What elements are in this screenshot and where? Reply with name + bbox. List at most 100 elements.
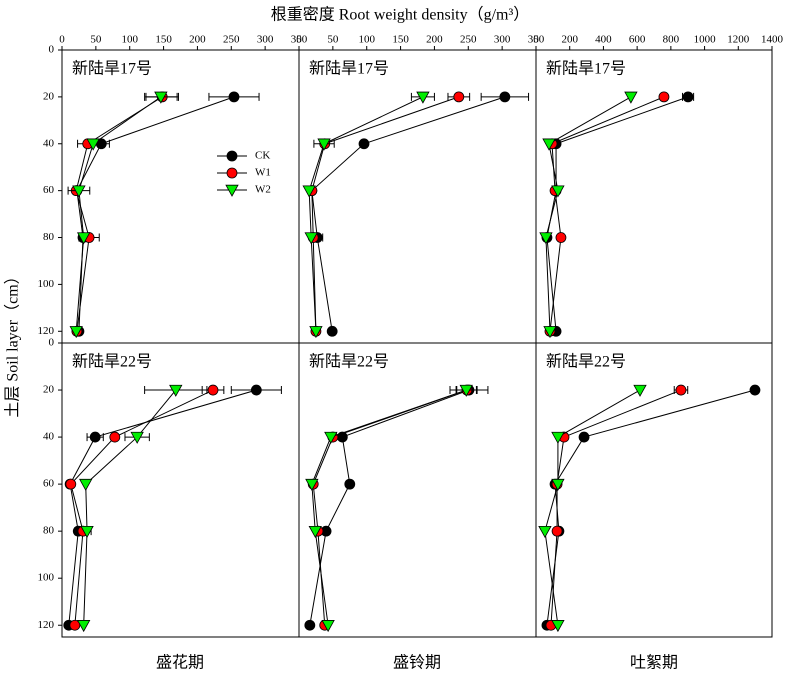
legend-marker xyxy=(225,184,239,197)
x-tick-label: 50 xyxy=(327,34,339,46)
marker xyxy=(416,91,430,104)
y-tick-label: 0 xyxy=(49,44,55,56)
panel-title: 新陆旱22号 xyxy=(546,353,626,371)
x-tick-label: 400 xyxy=(595,34,612,46)
y-tick-label: 100 xyxy=(38,278,55,290)
y-tick-label: 40 xyxy=(43,137,55,149)
marker xyxy=(308,525,322,538)
marker xyxy=(76,232,91,245)
x-tick-label: 250 xyxy=(460,34,477,46)
x-tick-label: 200 xyxy=(189,34,206,46)
marker xyxy=(749,384,761,396)
marker xyxy=(305,478,319,491)
series-line xyxy=(311,96,506,332)
panel-title: 新陆旱17号 xyxy=(546,60,626,78)
marker xyxy=(624,91,638,104)
y-tick-label: 80 xyxy=(43,231,55,243)
marker xyxy=(551,620,565,633)
marker xyxy=(69,619,81,631)
x-tick-label: 300 xyxy=(494,34,511,46)
series-line xyxy=(75,96,163,332)
y-tick-label: 80 xyxy=(43,525,55,537)
x-tick-label: 800 xyxy=(663,34,680,46)
y-tick-label: 20 xyxy=(43,90,55,102)
x-tick-label: 1200 xyxy=(727,34,750,46)
panel-title: 新陆旱17号 xyxy=(72,60,152,78)
panel-title: 新陆旱17号 xyxy=(309,60,389,78)
marker xyxy=(72,185,86,198)
series-line xyxy=(311,96,459,332)
marker xyxy=(453,91,465,103)
marker xyxy=(459,384,473,397)
y-tick-label: 20 xyxy=(43,384,55,396)
marker xyxy=(89,431,101,443)
marker xyxy=(69,326,83,339)
plot-frame xyxy=(61,49,300,344)
marker xyxy=(551,431,565,444)
plot-frame xyxy=(535,342,773,638)
x-tick-label: 150 xyxy=(392,34,409,46)
marker xyxy=(154,91,168,104)
y-tick-label: 0 xyxy=(49,337,55,349)
marker xyxy=(499,91,511,103)
y-tick-label: 100 xyxy=(38,572,55,584)
marker xyxy=(169,384,183,397)
marker xyxy=(304,232,318,245)
y-tick-label: 40 xyxy=(43,431,55,443)
marker xyxy=(551,525,563,537)
marker xyxy=(344,478,356,490)
x-tick-label: 0 xyxy=(59,34,65,46)
marker xyxy=(543,326,557,339)
marker xyxy=(321,620,335,633)
marker xyxy=(326,325,338,337)
x-tick-label: 250 xyxy=(223,34,240,46)
marker xyxy=(304,619,316,631)
series-line xyxy=(83,389,177,626)
x-tick-label: 350 xyxy=(528,34,545,46)
x-axis-label: 根重密度 Root weight density（g/m³） xyxy=(271,6,530,24)
marker xyxy=(539,232,553,245)
x-tick-label: 1000 xyxy=(694,34,717,46)
series-line xyxy=(549,96,665,332)
plot-frame xyxy=(535,49,773,344)
marker xyxy=(358,138,370,150)
marker xyxy=(675,384,687,396)
y-axis-label: 土层 Soil layer（cm） xyxy=(4,268,22,417)
marker xyxy=(79,478,93,491)
series-line xyxy=(309,389,470,626)
marker xyxy=(658,91,670,103)
series-line xyxy=(312,389,468,626)
y-tick-label: 120 xyxy=(38,325,55,337)
series-line xyxy=(546,96,689,332)
marker xyxy=(538,525,552,538)
marker xyxy=(317,138,331,151)
x-tick-label: 50 xyxy=(90,34,102,46)
marker xyxy=(65,478,77,490)
y-tick-label: 120 xyxy=(38,619,55,631)
column-label: 盛花期 xyxy=(156,654,204,672)
marker xyxy=(80,525,94,538)
legend-label: W2 xyxy=(255,184,271,196)
marker xyxy=(309,326,323,339)
series-line xyxy=(70,389,214,626)
marker xyxy=(250,384,262,396)
x-tick-label: 0 xyxy=(533,34,539,46)
legend-marker xyxy=(226,150,238,162)
x-tick-label: 100 xyxy=(121,34,138,46)
series-line xyxy=(311,389,467,626)
y-tick-label: 60 xyxy=(43,184,55,196)
plot-frame xyxy=(298,342,537,638)
series-line xyxy=(68,389,257,626)
marker xyxy=(86,138,100,151)
x-tick-label: 0 xyxy=(296,34,302,46)
x-tick-label: 350 xyxy=(291,34,308,46)
x-tick-label: 200 xyxy=(426,34,443,46)
legend-label: CK xyxy=(255,150,270,162)
legend-label: W1 xyxy=(255,167,271,179)
marker xyxy=(228,91,240,103)
marker xyxy=(633,384,647,397)
marker xyxy=(682,91,694,103)
marker xyxy=(302,185,316,198)
marker xyxy=(551,478,565,491)
